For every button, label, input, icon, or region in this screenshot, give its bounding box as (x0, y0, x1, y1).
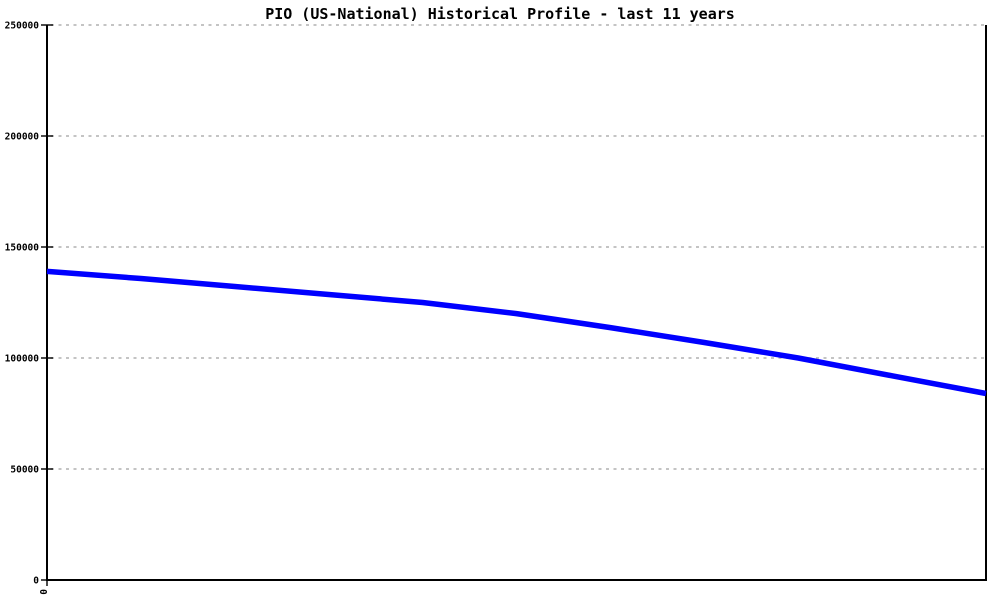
y-tick-label: 200000 (5, 132, 40, 143)
y-tick-label: 100000 (5, 354, 40, 365)
y-tick-label: 250000 (5, 21, 40, 32)
y-tick-label: 150000 (5, 243, 40, 254)
x-tick-label: 0 (37, 589, 48, 595)
data-line (46, 268, 987, 397)
y-tick-label: 0 (33, 576, 39, 587)
chart-title: PIO (US-National) Historical Profile - l… (265, 5, 735, 23)
y-tick-label: 50000 (10, 465, 39, 476)
